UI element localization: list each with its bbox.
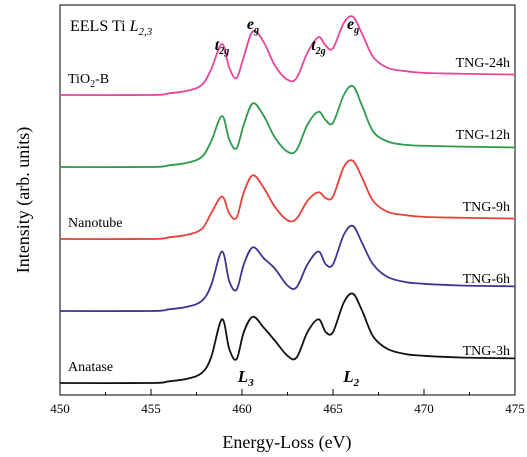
plot-frame <box>59 4 516 396</box>
peak-label: eg <box>247 16 259 36</box>
peak-label: t2g <box>311 37 325 57</box>
x-tick-label: 460 <box>232 401 252 416</box>
peak-labels: t2g eg t2g eg L3 L2 <box>215 16 360 389</box>
peak-label: t2g <box>215 37 229 57</box>
series-label: TNG-24h <box>456 56 510 71</box>
sample-label: TiO2-B <box>68 72 109 90</box>
x-tick-label: 450 <box>50 401 70 416</box>
chart-title: EELS Ti L2,3 <box>70 18 153 38</box>
x-tick-label: 470 <box>414 401 434 416</box>
series-layer <box>59 15 516 385</box>
edge-label: L2 <box>342 367 359 389</box>
series-line-tng-3h <box>59 292 516 385</box>
series-label: TNG-9h <box>463 200 510 215</box>
series-label: TNG-3h <box>463 344 510 359</box>
x-axis: 450 455 460 465 470 475 <box>50 389 525 416</box>
y-axis-label: Intensity (arb. units) <box>13 127 34 273</box>
x-axis-label: Energy-Loss (eV) <box>222 432 351 453</box>
series-labels: TNG-24h TNG-12h TNG-9h TNG-6h TNG-3h <box>456 56 510 359</box>
series-line-tng-6h <box>59 224 516 313</box>
series-label: TNG-6h <box>463 272 510 287</box>
x-tick-label: 475 <box>505 401 525 416</box>
peak-label: eg <box>347 16 359 36</box>
sample-label: Anatase <box>68 360 113 375</box>
sample-label: Nanotube <box>68 216 122 231</box>
sample-labels: TiO2-B Nanotube Anatase <box>68 72 122 375</box>
series-line-tng-9h <box>59 159 516 241</box>
series-line-tng-12h <box>59 84 516 169</box>
series-line-tng-24h <box>59 15 516 97</box>
series-label: TNG-12h <box>456 128 510 143</box>
edge-label: L3 <box>237 367 254 389</box>
x-tick-label: 465 <box>323 401 343 416</box>
x-tick-label: 455 <box>141 401 161 416</box>
